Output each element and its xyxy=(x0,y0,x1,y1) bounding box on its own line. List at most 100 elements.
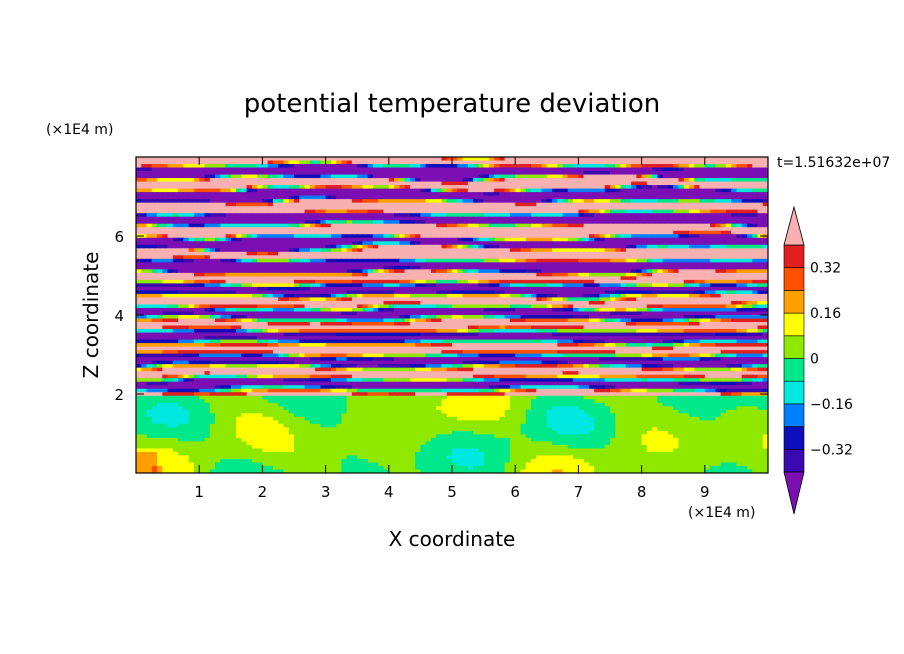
contour-cell xyxy=(573,237,579,242)
contour-cell xyxy=(209,300,216,306)
contour-cell xyxy=(478,206,485,211)
contour-cell xyxy=(272,265,279,270)
contour-cell xyxy=(499,279,506,284)
contour-cell xyxy=(351,290,358,295)
contour-cell xyxy=(704,206,711,211)
contour-cell xyxy=(151,181,158,186)
contour-cell xyxy=(420,223,427,228)
contour-cell xyxy=(499,188,506,193)
contour-cell xyxy=(710,195,716,200)
contour-cell xyxy=(330,234,337,239)
contour-cell xyxy=(315,241,321,246)
contour-cell xyxy=(204,181,211,186)
contour-cell xyxy=(515,248,522,253)
contour-cell xyxy=(683,216,690,221)
contour-cell xyxy=(494,276,500,281)
contour-cell xyxy=(215,178,221,183)
contour-cell xyxy=(578,244,585,249)
contour-cell xyxy=(388,202,395,207)
contour-cell xyxy=(383,241,390,246)
contour-cell xyxy=(499,241,506,246)
contour-cell xyxy=(441,185,448,190)
contour-cell xyxy=(694,234,701,239)
contour-cell xyxy=(546,297,553,302)
contour-cell xyxy=(225,300,232,306)
contour-cell xyxy=(425,195,432,200)
contour-cell xyxy=(725,227,732,232)
contour-cell xyxy=(409,279,416,284)
contour-cell xyxy=(752,234,759,239)
contour-cell xyxy=(620,230,627,235)
contour-cell xyxy=(546,206,553,211)
contour-cell xyxy=(652,237,658,242)
contour-cell xyxy=(357,279,364,284)
contour-cell xyxy=(741,167,748,172)
contour-cell xyxy=(357,160,364,165)
contour-cell xyxy=(404,206,411,211)
contour-cell xyxy=(272,244,279,249)
contour-cell xyxy=(388,223,395,228)
contour-cell xyxy=(546,223,553,228)
contour-cell xyxy=(725,185,732,190)
contour-cell xyxy=(652,255,658,260)
contour-cell xyxy=(373,230,379,235)
contour-cell xyxy=(715,276,722,281)
contour-cell xyxy=(520,293,527,299)
contour-cell xyxy=(578,283,585,288)
contour-cell xyxy=(594,290,601,295)
contour-cell xyxy=(578,192,585,197)
contour-cell xyxy=(615,258,622,263)
contour-cell xyxy=(436,258,443,263)
contour-cell xyxy=(741,265,748,270)
contour-cell xyxy=(215,244,221,249)
contour-cell xyxy=(262,279,269,284)
contour-cell xyxy=(746,157,753,162)
contour-cell xyxy=(573,265,579,270)
contour-cell xyxy=(710,185,716,190)
contour-cell xyxy=(562,216,569,221)
contour-cell xyxy=(499,262,506,267)
contour-cell xyxy=(167,171,174,176)
contour-cell xyxy=(599,216,606,221)
contour-cell xyxy=(341,157,348,162)
contour-cell xyxy=(483,195,490,200)
contour-cell xyxy=(220,216,227,221)
contour-cell xyxy=(636,160,643,165)
contour-cell xyxy=(141,160,148,165)
contour-cell xyxy=(588,276,595,281)
contour-cell xyxy=(594,209,601,214)
contour-cell xyxy=(504,297,511,302)
contour-cell xyxy=(536,188,543,193)
contour-cell xyxy=(625,262,632,267)
contour-cell xyxy=(394,251,400,256)
contour-cell xyxy=(652,209,658,214)
contour-cell xyxy=(141,181,148,186)
contour-cell xyxy=(294,290,300,295)
contour-cell xyxy=(430,181,437,186)
contour-cell xyxy=(652,265,658,270)
contour-cell xyxy=(146,174,153,179)
contour-cell xyxy=(483,202,490,207)
contour-cell xyxy=(373,279,379,284)
contour-cell xyxy=(462,276,469,281)
contour-cell xyxy=(167,195,174,200)
contour-cell xyxy=(230,185,237,190)
contour-cell xyxy=(478,160,485,165)
contour-cell xyxy=(430,192,437,197)
contour-cell xyxy=(531,255,537,260)
contour-cell xyxy=(594,188,601,193)
contour-cell xyxy=(373,265,379,270)
contour-cell xyxy=(162,293,169,299)
contour-cell xyxy=(546,185,553,190)
contour-cell xyxy=(193,160,200,165)
contour-cell xyxy=(151,251,158,256)
contour-cell xyxy=(325,209,332,214)
contour-cell xyxy=(251,185,258,190)
contour-cell xyxy=(588,185,595,190)
contour-cell xyxy=(467,290,474,295)
contour-cell xyxy=(425,279,432,284)
contour-cell xyxy=(694,283,701,288)
contour-cell xyxy=(172,265,179,270)
contour-cell xyxy=(199,195,206,200)
contour-cell xyxy=(636,157,643,162)
